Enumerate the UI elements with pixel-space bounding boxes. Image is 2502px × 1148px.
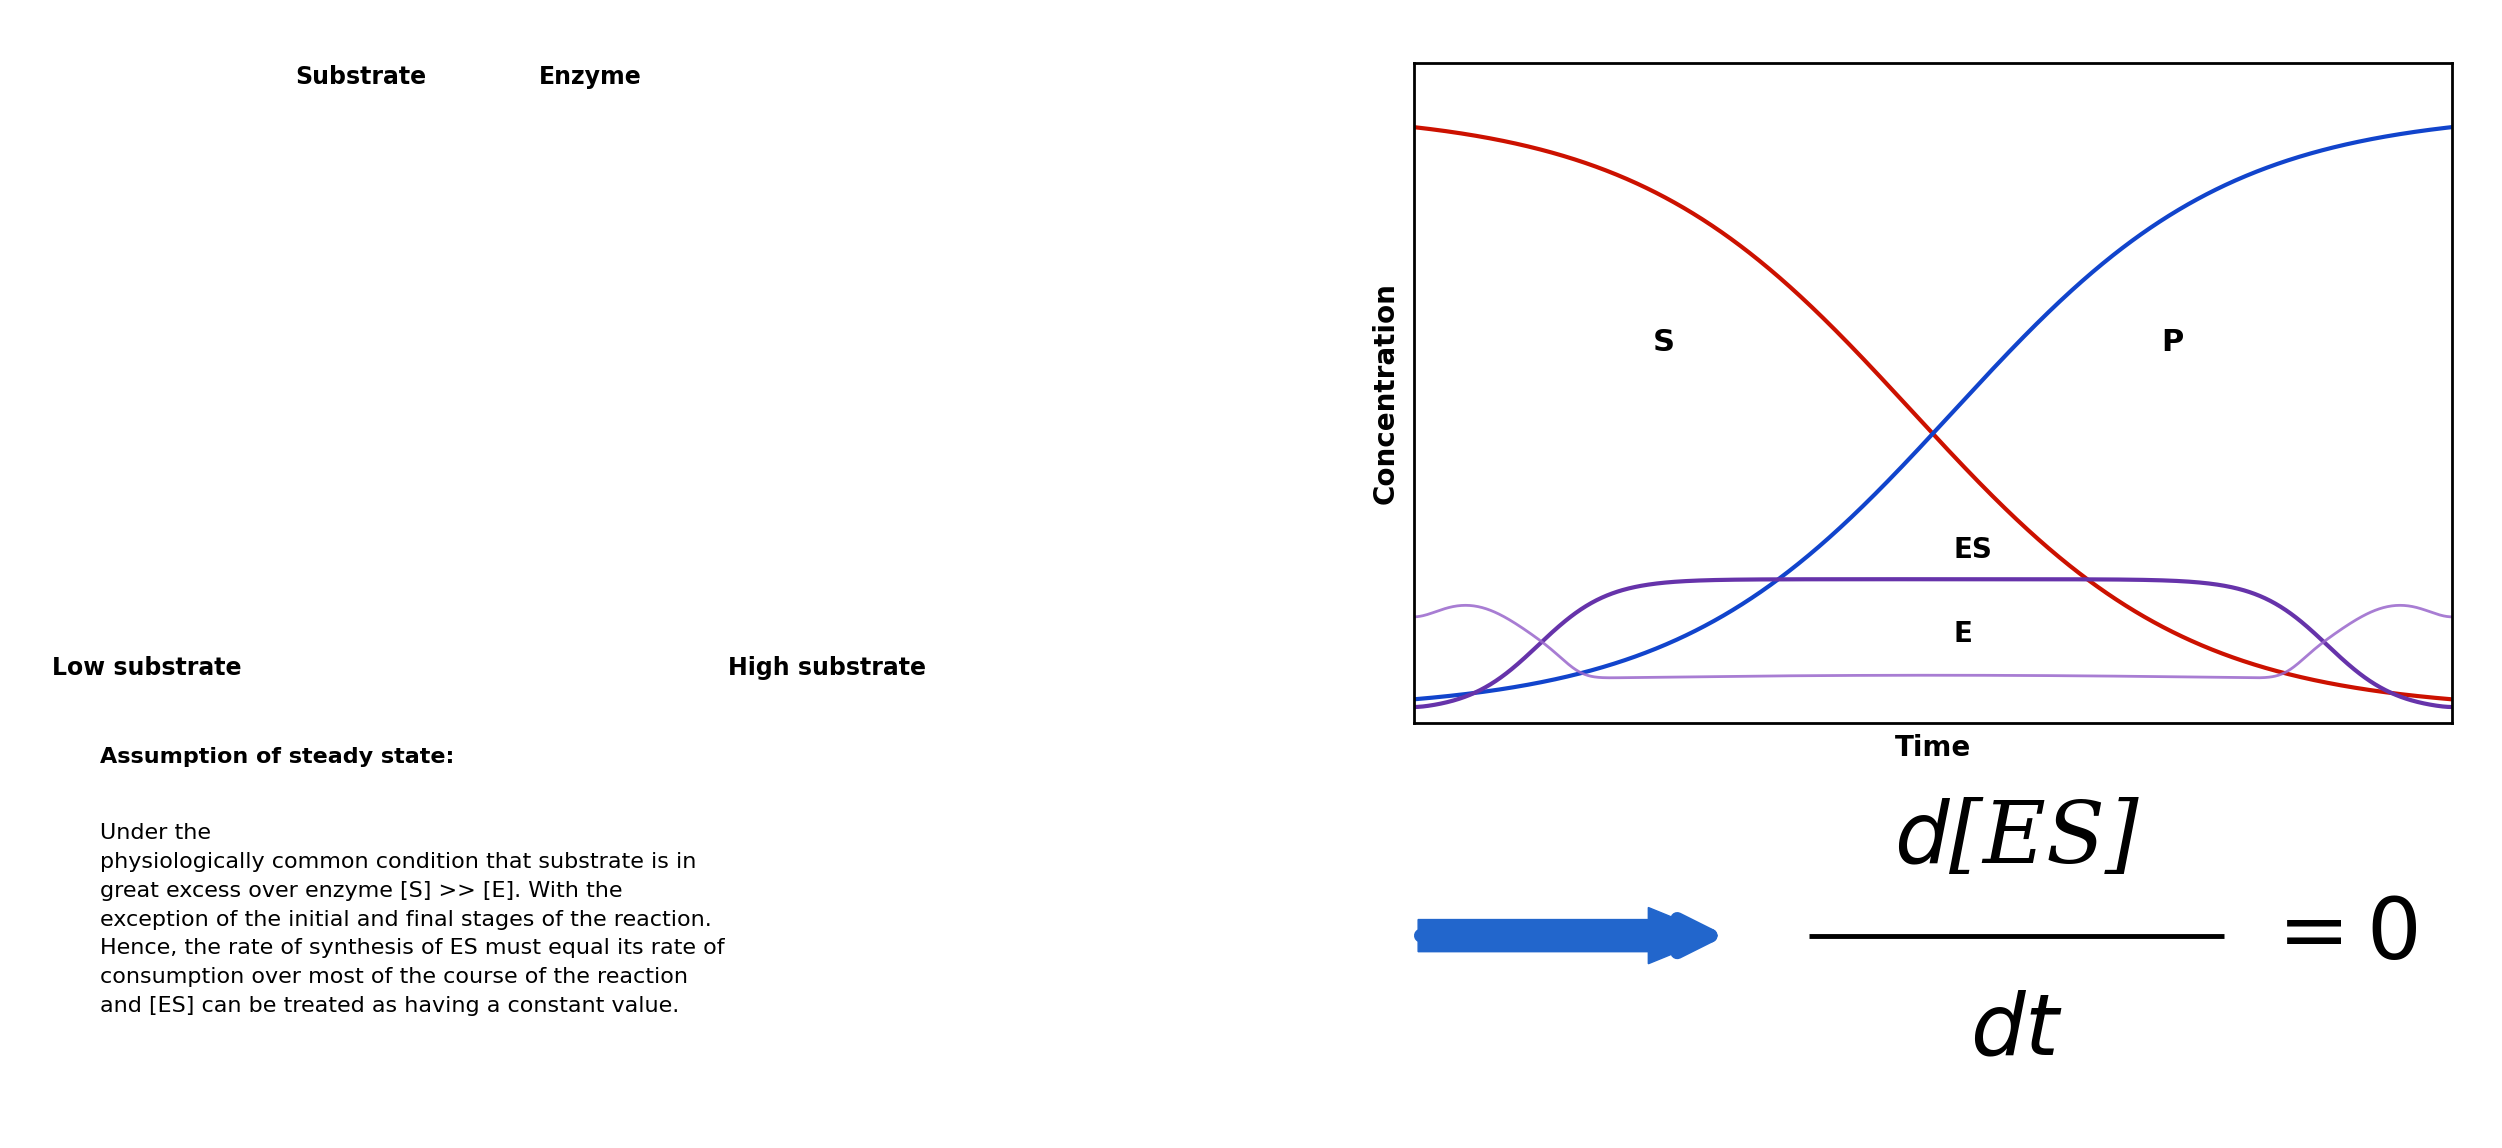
- Text: High substrate: High substrate: [728, 656, 926, 680]
- Text: $d$[ES]: $d$[ES]: [1894, 798, 2139, 881]
- Text: S: S: [1651, 328, 1674, 357]
- Text: Substrate: Substrate: [295, 65, 425, 90]
- Y-axis label: Concentration: Concentration: [1371, 282, 1399, 504]
- Text: P: P: [2162, 328, 2184, 357]
- Text: $= 0$: $= 0$: [2259, 894, 2417, 977]
- Text: $dt$: $dt$: [1969, 991, 2064, 1073]
- Text: Under the
physiologically common condition that substrate is in
great excess ove: Under the physiologically common conditi…: [100, 823, 726, 1016]
- Text: E: E: [1954, 620, 1972, 649]
- FancyArrow shape: [1419, 907, 1716, 964]
- X-axis label: Time: Time: [1894, 735, 1972, 762]
- Text: Assumption of steady state:: Assumption of steady state:: [100, 747, 455, 767]
- Text: Low substrate: Low substrate: [53, 656, 243, 680]
- Text: ES: ES: [1954, 536, 1992, 564]
- Text: Enzyme: Enzyme: [538, 65, 641, 90]
